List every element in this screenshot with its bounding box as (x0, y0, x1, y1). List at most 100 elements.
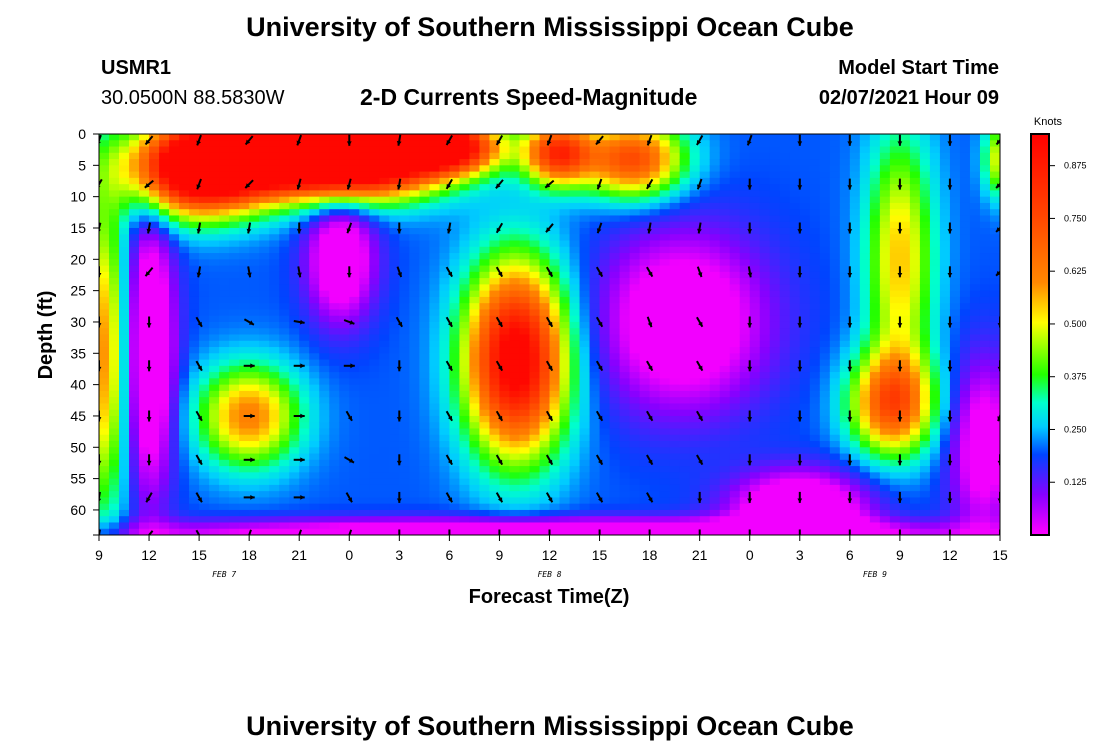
heat-cell (429, 459, 440, 467)
heat-cell (369, 196, 380, 204)
heat-cell (689, 184, 701, 191)
heat-cell (729, 409, 741, 417)
heat-cell (469, 516, 481, 524)
heat-cell (189, 152, 200, 160)
heat-cell (829, 240, 841, 248)
heat-cell (779, 365, 791, 373)
heat-cell (319, 347, 330, 354)
heat-cell (499, 422, 511, 430)
heat-cell (449, 146, 460, 154)
heat-cell (719, 459, 731, 467)
heat-cell (759, 246, 771, 254)
heat-cell (149, 309, 160, 317)
heat-cell (369, 422, 380, 430)
heat-cell (99, 265, 110, 273)
heat-cell (159, 227, 170, 235)
heat-cell (619, 140, 631, 148)
heat-cell (329, 466, 340, 473)
heat-cell (789, 146, 801, 154)
heat-cell (139, 484, 150, 492)
heat-cell (629, 340, 641, 348)
heat-cell (319, 215, 330, 223)
heat-cell (639, 403, 651, 411)
heat-cell (519, 240, 531, 248)
heat-cell (279, 409, 290, 417)
heat-cell (179, 459, 190, 467)
heat-cell (609, 234, 621, 242)
heat-cell (259, 309, 270, 317)
heat-cell (499, 365, 511, 373)
heat-cell (719, 184, 731, 191)
heat-cell (279, 491, 290, 499)
heat-cell (369, 227, 380, 235)
heat-cell (499, 265, 511, 273)
heat-cell (589, 177, 601, 185)
heat-cell (339, 415, 350, 423)
heat-cell (849, 265, 861, 273)
heat-cell (759, 459, 771, 467)
heat-cell (559, 472, 571, 480)
heat-cell (469, 165, 481, 173)
heat-cell (779, 384, 791, 392)
heat-cell (179, 528, 190, 535)
heat-cell (349, 196, 360, 204)
heat-cell (739, 453, 751, 461)
heat-cell (139, 372, 150, 379)
heat-cell (579, 472, 591, 480)
heat-cell (269, 497, 280, 505)
heat-cell (189, 240, 200, 248)
heat-cell (439, 290, 450, 298)
heat-cell (609, 202, 621, 210)
heat-cell (249, 503, 260, 511)
heat-cell (799, 190, 811, 198)
heat-cell (489, 390, 501, 398)
heat-cell (759, 196, 771, 204)
heat-cell (479, 459, 491, 467)
heat-cell (109, 503, 120, 511)
heat-cell (419, 159, 430, 166)
heat-cell (639, 240, 651, 248)
heat-cell (329, 159, 340, 166)
heat-cell (699, 384, 711, 392)
heat-cell (539, 459, 551, 467)
heat-cell (199, 453, 210, 461)
heat-cell (359, 227, 370, 235)
heat-cell (499, 441, 511, 448)
heat-cell (339, 447, 350, 455)
heat-cell (429, 134, 440, 141)
heat-cell (199, 140, 210, 148)
heat-cell (299, 434, 310, 442)
heat-cell (449, 378, 460, 386)
heat-cell (509, 271, 521, 279)
heat-cell (269, 353, 280, 361)
heat-cell (659, 315, 671, 323)
heat-cell (289, 459, 300, 467)
heat-cell (219, 365, 230, 373)
heat-cell (359, 140, 370, 148)
heat-cell (589, 296, 601, 304)
heat-cell (789, 466, 801, 473)
heat-cell (729, 503, 741, 511)
heat-cell (819, 334, 831, 342)
heat-cell (249, 303, 260, 311)
heat-cell (799, 397, 811, 405)
heat-cell (849, 434, 861, 442)
heat-cell (389, 522, 400, 530)
heat-cell (449, 422, 460, 430)
heat-cell (299, 428, 310, 436)
heat-cell (129, 390, 140, 398)
heat-cell (539, 428, 551, 436)
heat-cell (769, 253, 781, 260)
heat-cell (469, 359, 481, 367)
heat-cell (569, 184, 581, 191)
heat-cell (229, 509, 240, 517)
heat-cell (669, 359, 681, 367)
heat-cell (149, 334, 160, 342)
heat-cell (179, 378, 190, 386)
heat-cell (459, 441, 471, 448)
heat-cell (829, 265, 841, 273)
heat-cell (769, 271, 781, 279)
heat-cell (639, 321, 651, 329)
heat-cell (199, 415, 210, 423)
heat-cell (709, 240, 721, 248)
